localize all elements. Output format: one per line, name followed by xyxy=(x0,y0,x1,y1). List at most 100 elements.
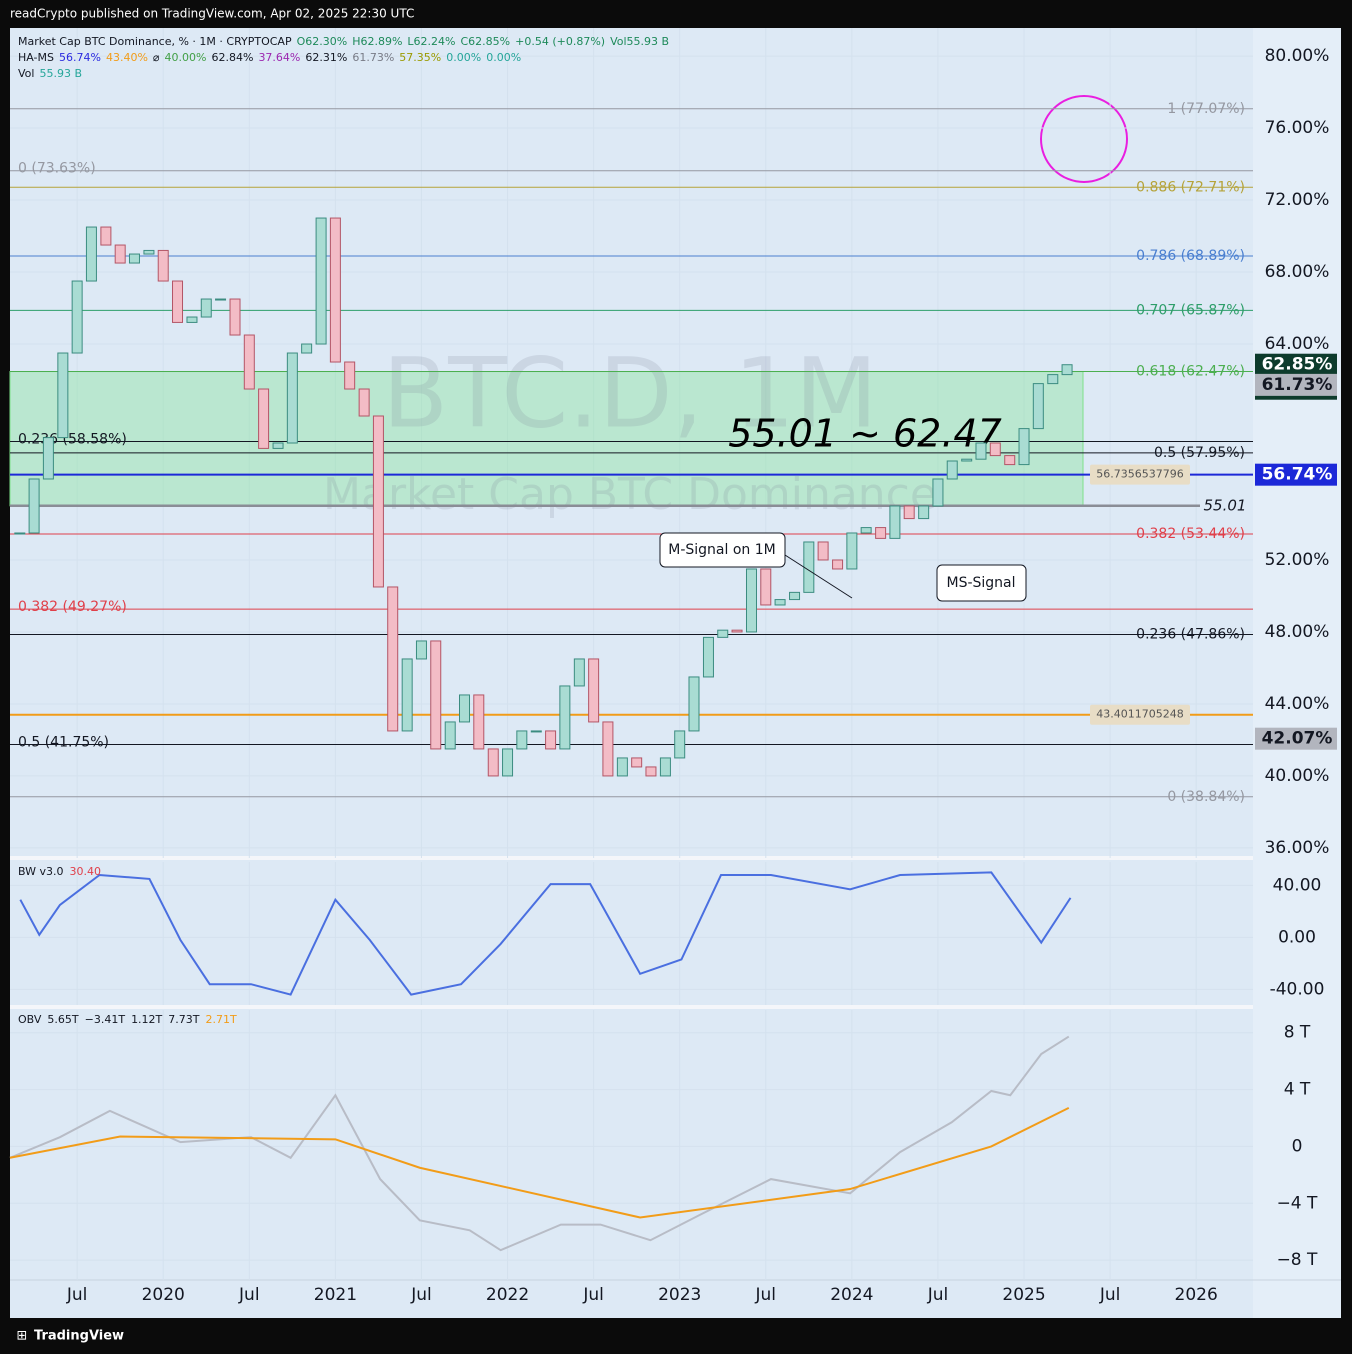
y-tick-label: 52.00% xyxy=(1265,550,1330,570)
legend-item: 62.84% xyxy=(211,51,253,64)
candle xyxy=(71,280,83,354)
candle xyxy=(860,527,872,534)
candle xyxy=(745,568,757,633)
fib-label: 0.786 (68.89%) xyxy=(1136,248,1245,264)
fib-label: 0 (73.63%) xyxy=(18,161,96,177)
price-label: 62.85% xyxy=(1262,355,1333,375)
price-label-bg xyxy=(1255,463,1337,486)
x-tick-label: 2022 xyxy=(486,1285,529,1305)
x-tick-label: 2024 xyxy=(830,1285,873,1305)
candle xyxy=(1018,428,1030,466)
candle xyxy=(329,217,341,363)
candle xyxy=(415,640,427,660)
y-tick-label: 40.00% xyxy=(1265,766,1330,786)
fib-label: 0.886 (72.71%) xyxy=(1136,179,1245,195)
candle xyxy=(473,694,485,750)
x-tick-label: Jul xyxy=(410,1285,432,1305)
candle xyxy=(946,460,958,480)
y-tick-label: 64.00% xyxy=(1265,334,1330,354)
candle xyxy=(875,527,887,539)
y-tick-label: −4 T xyxy=(1277,1193,1318,1213)
indicator-value: 7.73T xyxy=(168,1013,199,1026)
indicator-legend: OBV 5.65T −3.41T 1.12T 7.73T 2.71T xyxy=(18,1013,237,1026)
candle xyxy=(645,766,657,777)
y-tick-label: 8 T xyxy=(1284,1023,1311,1043)
y-tick-label: -40.00 xyxy=(1270,979,1325,999)
candle xyxy=(774,599,786,606)
candle xyxy=(114,244,126,264)
candle xyxy=(602,721,614,777)
watermark: BTC.D, 1M xyxy=(382,337,877,449)
legend-item: +0.54 (+0.87%) xyxy=(515,35,605,48)
legend-item: 0.00% xyxy=(486,51,521,64)
candle xyxy=(57,352,69,439)
fib-label: 0.236 (58.58%) xyxy=(18,432,127,448)
candle xyxy=(817,541,829,561)
y-tick-label: 48.00% xyxy=(1265,622,1330,642)
candle xyxy=(903,505,915,520)
legend-item: L62.24% xyxy=(407,35,455,48)
y-tick-label: 40.00 xyxy=(1273,875,1322,895)
candle xyxy=(487,748,499,777)
candle xyxy=(1061,364,1073,376)
candle xyxy=(143,249,155,255)
price-label-bg xyxy=(1255,373,1337,396)
legend-row: HA-MS 56.74% 43.40% ⌀ 40.00% 62.84% 37.64% 62.3… xyxy=(18,51,521,64)
callout-text: MS-Signal xyxy=(946,575,1015,591)
h-line-label-bg xyxy=(1090,704,1190,725)
candle xyxy=(717,629,729,638)
candle xyxy=(1032,383,1044,430)
x-tick-label: Jul xyxy=(927,1285,949,1305)
x-tick-label: Jul xyxy=(1099,1285,1121,1305)
y-tick-label: −8 T xyxy=(1277,1250,1318,1270)
fib-label: 0.382 (49.27%) xyxy=(18,599,127,615)
callout-text: M-Signal on 1M xyxy=(668,542,775,558)
target-zone xyxy=(9,371,1084,507)
x-tick-label: Jul xyxy=(582,1285,604,1305)
candle xyxy=(14,532,26,535)
candle xyxy=(989,442,1001,457)
y-tick-label: 0 xyxy=(1292,1136,1303,1156)
x-tick-label: Jul xyxy=(755,1285,777,1305)
legend-item: 57.35% xyxy=(399,51,441,64)
legend-item: Vol xyxy=(18,67,34,80)
callout-box xyxy=(936,564,1027,602)
legend-row: Market Cap BTC Dominance, % · 1M · CRYPT… xyxy=(18,35,669,48)
legend-item: C62.85% xyxy=(461,35,511,48)
candle xyxy=(932,478,944,507)
candle xyxy=(789,591,801,601)
fib-label: 1 (77.07%) xyxy=(1167,101,1245,117)
fib-label: 0.5 (41.75%) xyxy=(18,734,109,750)
legend-item: 55.93 B xyxy=(39,67,82,80)
candle xyxy=(430,640,442,750)
fib-label: 0 (38.84%) xyxy=(1167,789,1245,805)
y-tick-label: 0.00 xyxy=(1278,927,1316,947)
indicator-value: 2.71T xyxy=(206,1013,237,1026)
indicator-title: BW v3.0 xyxy=(18,865,64,878)
candle xyxy=(760,568,772,606)
zone-label: 55.01 ~ 62.47 xyxy=(728,412,1002,456)
publish-info: readCrypto published on TradingView.com,… xyxy=(10,7,414,21)
price-label: 56.74% xyxy=(1262,465,1333,485)
candle xyxy=(128,253,140,264)
candle xyxy=(516,730,528,750)
indicator-value: 1.12T xyxy=(131,1013,162,1026)
candle xyxy=(186,316,198,323)
legend-item: 40.00% xyxy=(165,51,207,64)
fib-label: 0.618 (62.47%) xyxy=(1136,364,1245,380)
candle xyxy=(559,685,571,750)
legend-item: 43.40% xyxy=(106,51,148,64)
legend-item: 61.73% xyxy=(352,51,394,64)
callout-box xyxy=(659,532,786,568)
indicator-value: 5.65T xyxy=(47,1013,78,1026)
candle xyxy=(588,658,600,723)
fib-label: 0.5 (57.95%) xyxy=(1154,445,1245,461)
y-tick-label: 4 T xyxy=(1284,1080,1311,1100)
y-tick-label: 36.00% xyxy=(1265,838,1330,858)
indicator-line xyxy=(19,871,1072,996)
candle xyxy=(674,730,686,759)
y-tick-label: 80.00% xyxy=(1265,46,1330,66)
candle xyxy=(1047,374,1059,385)
legend-item: HA-MS xyxy=(18,51,54,64)
legend-row: Vol 55.93 B xyxy=(18,67,82,80)
